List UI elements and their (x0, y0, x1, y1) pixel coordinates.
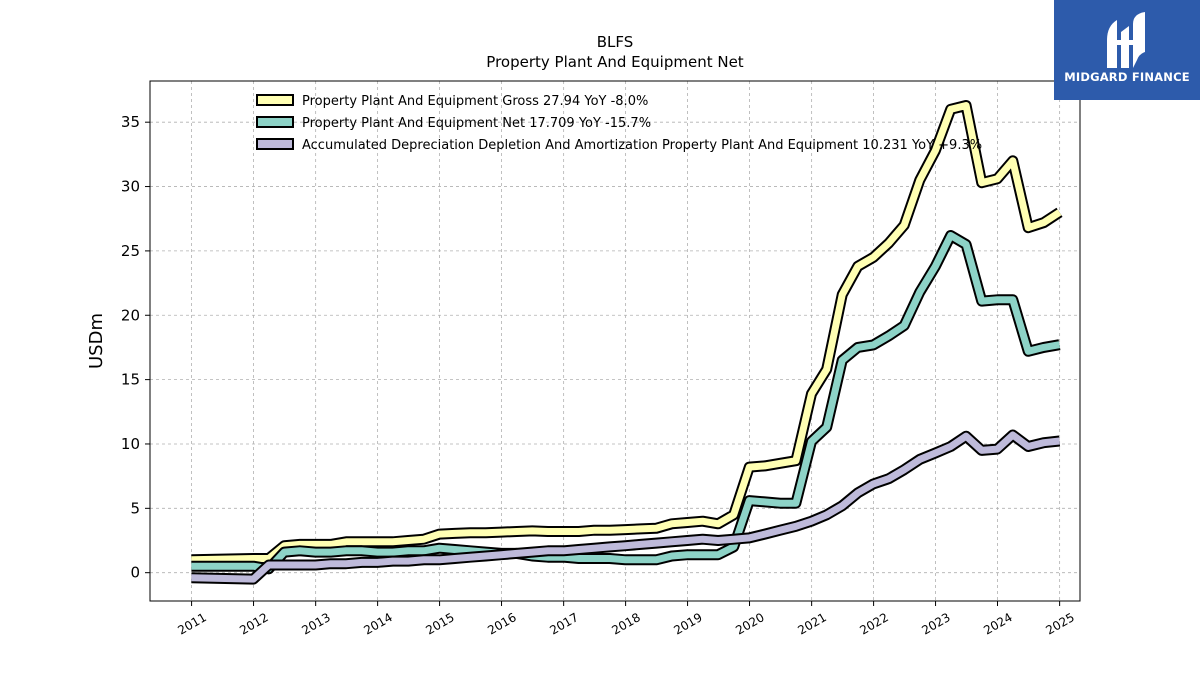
legend-swatch-0 (256, 94, 294, 106)
x-tick-label-2: 2013 (299, 610, 332, 637)
series-line-2 (191, 431, 1060, 583)
x-tick-label-7: 2018 (609, 610, 642, 637)
x-tick-label-13: 2024 (981, 610, 1014, 637)
x-tick-label-6: 2017 (547, 610, 580, 637)
legend-swatch-1 (256, 116, 294, 128)
series-line-1 (191, 232, 1061, 573)
midgard-logo-icon (1107, 12, 1145, 68)
x-tick-label-12: 2023 (919, 610, 952, 637)
y-tick-label-3: 15 (121, 371, 140, 389)
logo-text: MIDGARD FINANCE (1064, 70, 1190, 84)
x-axis: 2011 2012 2013 2014 2015 2016 2017 2018 2019 2020… (175, 601, 1077, 638)
midgard-finance-logo: MIDGARD FINANCE (1054, 0, 1200, 100)
legend-swatch-2 (256, 138, 294, 150)
x-tick-label-1: 2012 (237, 610, 270, 637)
y-tick-label-1: 5 (130, 499, 140, 517)
x-tick-label-4: 2015 (423, 610, 456, 637)
series-line-0 (191, 102, 1062, 564)
y-tick-label-7: 35 (121, 113, 140, 131)
legend-label-1: Property Plant And Equipment Net 17.709 … (302, 116, 651, 131)
legend: Property Plant And Equipment Gross 27.94… (256, 94, 982, 153)
y-tick-label-4: 20 (121, 306, 140, 324)
y-axis: 0 5 10 15 20 25 30 35 (121, 113, 150, 582)
x-tick-label-11: 2022 (857, 610, 890, 637)
y-tick-label-5: 25 (121, 242, 140, 260)
legend-label-0: Property Plant And Equipment Gross 27.94… (302, 94, 648, 109)
x-tick-label-14: 2025 (1043, 610, 1076, 637)
grid-lines (150, 81, 1080, 601)
x-tick-label-3: 2014 (361, 610, 394, 637)
series-layer (191, 100, 1063, 585)
plot-frame (149, 80, 1081, 602)
y-tick-label-0: 0 (130, 564, 140, 582)
chart-title: BLFS (597, 33, 634, 51)
x-tick-label-9: 2020 (733, 610, 766, 637)
x-tick-label-8: 2019 (671, 610, 704, 637)
x-tick-label-10: 2021 (795, 610, 828, 637)
chart-subtitle: Property Plant And Equipment Net (486, 53, 743, 71)
x-tick-label-5: 2016 (485, 610, 518, 637)
y-tick-label-2: 10 (121, 435, 140, 453)
y-tick-label-6: 30 (121, 178, 140, 196)
y-axis-label: USDm (86, 313, 107, 369)
x-tick-label-0: 2011 (175, 610, 208, 637)
legend-label-2: Accumulated Depreciation Depletion And A… (302, 138, 982, 153)
